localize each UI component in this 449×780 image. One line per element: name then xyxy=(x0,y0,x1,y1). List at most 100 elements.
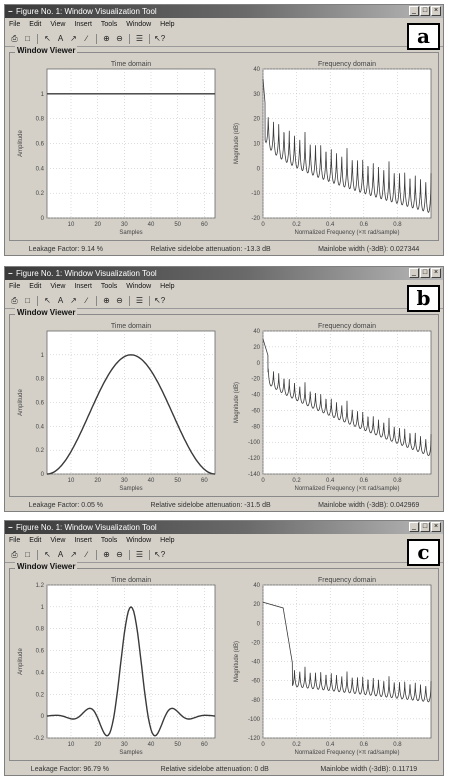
x-tick-label: 30 xyxy=(121,742,128,748)
print-preview-icon[interactable]: □ xyxy=(25,550,30,559)
zoom-in-icon[interactable]: ⊕ xyxy=(103,34,110,43)
menu-window[interactable]: Window xyxy=(126,283,152,290)
help-pointer-icon[interactable]: ↖? xyxy=(154,296,166,305)
panel-letter: b xyxy=(407,285,440,312)
line-icon[interactable]: ∕ xyxy=(85,550,88,559)
freq-domain-series xyxy=(262,338,432,456)
x-tick-label: 50 xyxy=(174,478,181,484)
menu-file[interactable]: File xyxy=(9,537,21,544)
y-tick-label: 0.6 xyxy=(36,649,45,655)
zoom-out-icon[interactable]: ⊖ xyxy=(116,34,123,43)
time-domain-series xyxy=(46,354,216,475)
freq-domain-plot[interactable]: Frequency domain 0 0.2 0.4 0.6 0.8 40 20 0 -20 -40… xyxy=(230,575,435,756)
pointer-icon[interactable]: ↖ xyxy=(44,296,51,305)
legend-icon[interactable]: ☰ xyxy=(135,34,144,43)
x-tick-label: 10 xyxy=(68,222,75,228)
toolbar-separator xyxy=(37,549,38,560)
close-icon[interactable]: × xyxy=(431,268,441,278)
menu-insert[interactable]: Insert xyxy=(74,537,92,544)
menu-tools[interactable]: Tools xyxy=(100,21,118,28)
menu-bar: File Edit View Insert Tools Window Help xyxy=(5,281,175,292)
menu-insert[interactable]: Insert xyxy=(74,283,92,290)
title-bar: − Figure No. 1: Window Visualization Tool… xyxy=(5,521,443,534)
minimize-icon[interactable]: _ xyxy=(409,268,419,278)
text-icon[interactable]: A xyxy=(57,296,64,305)
print-icon[interactable]: ⎙ xyxy=(11,296,18,305)
text-icon[interactable]: A xyxy=(57,550,64,559)
menu-help[interactable]: Help xyxy=(160,21,175,28)
x-axis-label: Normalized Frequency (×π rad/sample) xyxy=(294,486,399,492)
zoom-out-icon[interactable]: ⊖ xyxy=(116,550,123,559)
toolbar-separator xyxy=(96,295,97,306)
toolbar-separator xyxy=(149,549,150,560)
help-pointer-icon[interactable]: ↖? xyxy=(154,34,166,43)
y-tick-label: -20 xyxy=(251,216,260,222)
x-tick-label: 0.2 xyxy=(292,478,301,484)
y-tick-label: -80 xyxy=(251,698,260,704)
maximize-icon[interactable]: □ xyxy=(420,6,430,16)
legend-icon[interactable]: ☰ xyxy=(135,550,144,559)
line-icon[interactable]: ∕ xyxy=(85,34,88,43)
minimize-icon[interactable]: _ xyxy=(409,6,419,16)
y-tick-label: 0.6 xyxy=(36,401,45,407)
close-icon[interactable]: × xyxy=(431,522,441,532)
arrow-icon[interactable]: ↗ xyxy=(70,296,77,305)
menu-help[interactable]: Help xyxy=(160,537,175,544)
legend-icon[interactable]: ☰ xyxy=(135,296,144,305)
window-viewer-group xyxy=(9,52,439,241)
print-preview-icon[interactable]: □ xyxy=(25,34,30,43)
menu-edit[interactable]: Edit xyxy=(29,537,42,544)
menu-view[interactable]: View xyxy=(50,21,66,28)
help-pointer-icon[interactable]: ↖? xyxy=(154,550,166,559)
zoom-in-icon[interactable]: ⊕ xyxy=(103,296,110,305)
menu-window[interactable]: Window xyxy=(126,21,152,28)
toolbar-separator xyxy=(129,549,130,560)
pointer-icon[interactable]: ↖ xyxy=(44,34,51,43)
pointer-icon[interactable]: ↖ xyxy=(44,550,51,559)
menu-window[interactable]: Window xyxy=(126,537,152,544)
menu-view[interactable]: View xyxy=(50,537,66,544)
time-domain-plot[interactable]: Time domain 10 20 30 40 50 60 0 0.2 0.4 0.6 0.8 1 Sam… xyxy=(14,321,219,492)
menu-edit[interactable]: Edit xyxy=(29,21,42,28)
print-preview-icon[interactable]: □ xyxy=(25,296,30,305)
menu-tools[interactable]: Tools xyxy=(100,537,118,544)
title-bar: − Figure No. 1: Window Visualization Tool… xyxy=(5,267,443,280)
matlab-figure-icon: − xyxy=(8,7,13,16)
toolbar-separator xyxy=(96,549,97,560)
menu-file[interactable]: File xyxy=(9,21,21,28)
close-icon[interactable]: × xyxy=(431,6,441,16)
arrow-icon[interactable]: ↗ xyxy=(70,34,77,43)
freq-domain-plot[interactable]: Frequency domain 0 0.2 0.4 0.6 0.8 40 20 0 -20 -40… xyxy=(230,321,435,492)
x-tick-label: 20 xyxy=(94,742,101,748)
time-domain-plot[interactable]: Time domain 10 20 30 40 50 60 0 0.2 0.4 0.6 0.8 1 Sam… xyxy=(14,59,219,236)
x-axis-label: Normalized Frequency (×π rad/sample) xyxy=(294,230,399,236)
print-icon[interactable]: ⎙ xyxy=(11,34,18,43)
menu-tools[interactable]: Tools xyxy=(100,283,118,290)
window-title: Figure No. 1: Window Visualization Tool xyxy=(16,269,157,278)
menu-help[interactable]: Help xyxy=(160,283,175,290)
menu-file[interactable]: File xyxy=(9,283,21,290)
y-tick-label: 20 xyxy=(253,602,260,608)
freq-domain-plot[interactable]: Frequency domain 0 0.2 0.4 0.6 0.8 40 30 20 10 0 -1… xyxy=(230,59,435,236)
menu-edit[interactable]: Edit xyxy=(29,283,42,290)
menu-insert[interactable]: Insert xyxy=(74,21,92,28)
group-label: Window Viewer xyxy=(15,46,78,56)
toolbar-divider xyxy=(5,562,443,563)
menu-view[interactable]: View xyxy=(50,283,66,290)
zoom-out-icon[interactable]: ⊖ xyxy=(116,296,123,305)
y-tick-label: 20 xyxy=(253,117,260,123)
print-icon[interactable]: ⎙ xyxy=(11,550,18,559)
zoom-in-icon[interactable]: ⊕ xyxy=(103,550,110,559)
freq-domain-series xyxy=(262,601,432,703)
y-tick-label: 1 xyxy=(41,605,45,611)
x-axis-label: Normalized Frequency (×π rad/sample) xyxy=(294,750,399,756)
maximize-icon[interactable]: □ xyxy=(420,522,430,532)
time-domain-plot[interactable]: Time domain 10 20 30 40 50 60 1.2 1 0.8 0.6 0.4 0.2 0… xyxy=(14,575,219,756)
y-axis-label: Magnitude (dB) xyxy=(234,382,240,423)
line-icon[interactable]: ∕ xyxy=(85,296,88,305)
status-mainlobe: Mainlobe width (-3dB): 0.11719 xyxy=(320,766,418,773)
minimize-icon[interactable]: _ xyxy=(409,522,419,532)
arrow-icon[interactable]: ↗ xyxy=(70,550,77,559)
text-icon[interactable]: A xyxy=(57,34,64,43)
maximize-icon[interactable]: □ xyxy=(420,268,430,278)
